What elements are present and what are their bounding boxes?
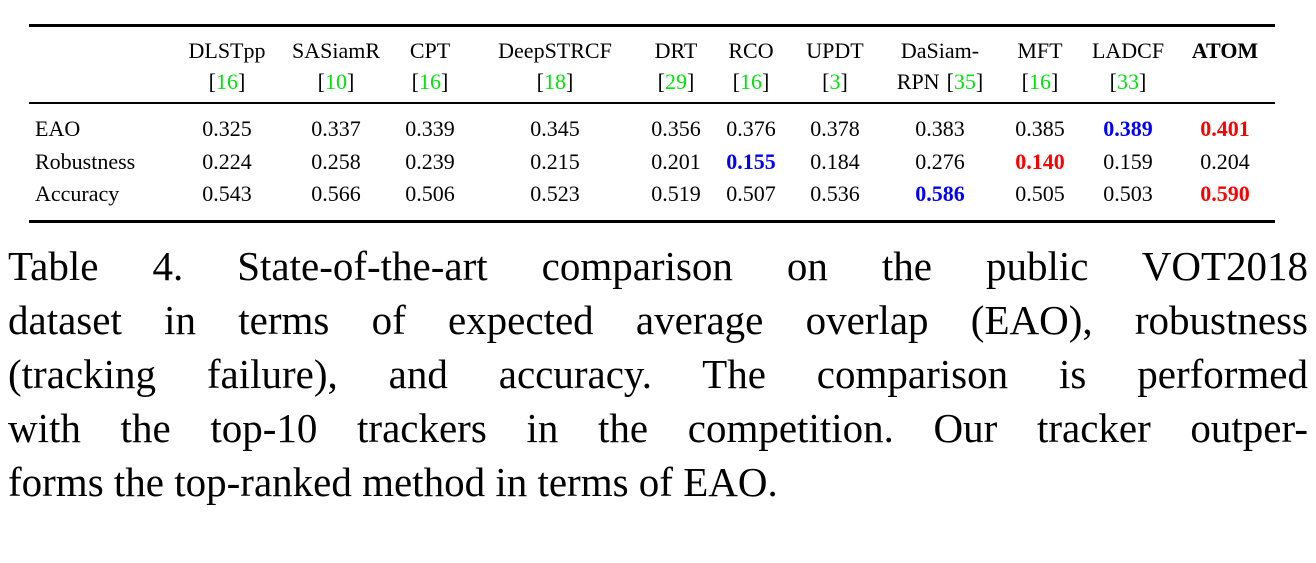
- citation-link[interactable]: [16]: [1021, 69, 1059, 94]
- table-cell: 0.159: [1103, 148, 1153, 174]
- table-row-robustness: Robustness 0.224 0.258 0.239 0.215 0.201…: [29, 146, 1275, 179]
- caption-line-5: forms the top-ranked method in terms of …: [8, 458, 778, 505]
- table-row-accuracy: Accuracy 0.543 0.566 0.506 0.523 0.519 0…: [29, 178, 1275, 221]
- table-row-eao: EAO 0.325 0.337 0.339 0.345 0.356 0.376 …: [29, 103, 1275, 146]
- column-header-ladcf: LADCF [33]: [1081, 25, 1175, 104]
- table-cell: 0.184: [810, 148, 860, 174]
- column-header-atom: ATOM: [1175, 25, 1275, 104]
- table-cell: 0.339: [405, 116, 455, 141]
- header-empty-corner: [29, 25, 171, 104]
- citation-number[interactable]: 33: [1117, 69, 1139, 94]
- tracker-name: MFT: [1017, 38, 1063, 63]
- column-header-drt: DRT [29]: [639, 25, 713, 104]
- table-cell: 0.345: [530, 116, 580, 141]
- tracker-name: DLSTpp: [188, 38, 266, 63]
- tracker-name: LADCF: [1091, 38, 1165, 63]
- row-label: Robustness: [35, 148, 136, 174]
- citation-link[interactable]: RPN [35]: [896, 69, 984, 94]
- table-cell-best: 0.590: [1200, 181, 1250, 206]
- tracker-name: ATOM: [1191, 38, 1259, 63]
- table-cell: 0.378: [810, 116, 860, 141]
- citation-number[interactable]: 29: [665, 69, 687, 94]
- table-cell: 0.503: [1103, 181, 1153, 206]
- tracker-name: SASiamR: [291, 38, 381, 63]
- table-cell-best: 0.401: [1200, 116, 1250, 141]
- table-cell: 0.523: [530, 181, 580, 206]
- table-cell: 0.258: [311, 148, 361, 174]
- caption-line-3: (tracking failure), and accuracy. The co…: [8, 350, 1308, 397]
- comparison-table: DLSTpp [16] SASiamR [10] CPT [16] DeepST…: [29, 24, 1275, 223]
- table-cell: 0.506: [405, 181, 455, 206]
- tracker-name: DRT: [654, 38, 698, 63]
- column-header-mft: MFT [16]: [999, 25, 1081, 104]
- table-cell: 0.376: [726, 116, 776, 141]
- table-cell: 0.224: [202, 148, 252, 174]
- citation-number[interactable]: 16: [419, 69, 441, 94]
- citation-number[interactable]: 10: [325, 69, 347, 94]
- table-cell-second-best: 0.586: [915, 181, 965, 206]
- row-label: Accuracy: [35, 181, 120, 206]
- row-label: EAO: [35, 116, 81, 141]
- citation-number[interactable]: 35: [953, 69, 976, 94]
- table-cell: 0.505: [1015, 181, 1065, 206]
- citation-link[interactable]: [16]: [732, 69, 770, 94]
- column-header-cpt: CPT [16]: [389, 25, 471, 104]
- table-cell: 0.385: [1015, 116, 1065, 141]
- citation-link[interactable]: [33]: [1109, 69, 1147, 94]
- column-header-deepstrcf: DeepSTRCF [18]: [471, 25, 639, 104]
- citation-number[interactable]: 16: [216, 69, 238, 94]
- table-cell: 0.276: [915, 148, 965, 174]
- table-cell: 0.383: [915, 116, 965, 141]
- citation-link[interactable]: [29]: [657, 69, 695, 94]
- table-cell: 0.239: [405, 148, 455, 174]
- table-cell: 0.519: [651, 181, 701, 206]
- citation-link[interactable]: [16]: [208, 69, 246, 94]
- caption-line-1: Table 4. State-of-the-art comparison on …: [8, 242, 1308, 289]
- citation-number[interactable]: 16: [740, 69, 762, 94]
- tracker-name: DaSiam-: [900, 38, 980, 63]
- tracker-name: CPT: [409, 38, 451, 63]
- header-row: DLSTpp [16] SASiamR [10] CPT [16] DeepST…: [29, 25, 1275, 104]
- column-header-rco: RCO [16]: [713, 25, 789, 104]
- table-cell: 0.201: [651, 148, 701, 174]
- table-cell: 0.536: [810, 181, 860, 206]
- citation-link[interactable]: [10]: [317, 69, 355, 94]
- table-cell-second-best: 0.389: [1103, 116, 1153, 141]
- column-header-dlstpp: DLSTpp [16]: [171, 25, 283, 104]
- table-cell: 0.215: [530, 148, 580, 174]
- citation-link[interactable]: [18]: [536, 69, 574, 94]
- column-header-dasiamrpn: DaSiam- RPN [35]: [881, 25, 999, 104]
- tracker-name: RCO: [728, 38, 774, 63]
- caption-line-4: with the top-10 trackers in the competit…: [8, 404, 1308, 451]
- citation-number[interactable]: 16: [1029, 69, 1051, 94]
- table-header: DLSTpp [16] SASiamR [10] CPT [16] DeepST…: [29, 25, 1275, 104]
- table-caption: Table 4. State-of-the-art comparison on …: [8, 239, 1308, 509]
- citation-number[interactable]: 3: [829, 69, 841, 94]
- tracker-name: DeepSTRCF: [498, 38, 612, 63]
- table-cell: 0.325: [202, 116, 252, 141]
- caption-line-2: dataset in terms of expected average ove…: [8, 296, 1308, 343]
- table-body: EAO 0.325 0.337 0.339 0.345 0.356 0.376 …: [29, 103, 1275, 221]
- column-header-updt: UPDT [3]: [789, 25, 881, 104]
- table-cell-second-best: 0.155: [726, 148, 776, 174]
- tracker-name: UPDT: [806, 38, 864, 63]
- table-cell: 0.204: [1200, 148, 1250, 174]
- table-cell: 0.356: [651, 116, 701, 141]
- citation-number[interactable]: 18: [544, 69, 566, 94]
- table-cell: 0.507: [726, 181, 776, 206]
- tracker-name-line2: RPN: [896, 69, 940, 94]
- citation-link[interactable]: [16]: [411, 69, 449, 94]
- table-cell-best: 0.140: [1015, 148, 1065, 174]
- table-cell: 0.337: [311, 116, 361, 141]
- citation-link[interactable]: [3]: [822, 69, 848, 94]
- column-header-sasiamr: SASiamR [10]: [283, 25, 389, 104]
- table-cell: 0.566: [311, 181, 361, 206]
- table-cell: 0.543: [202, 181, 252, 206]
